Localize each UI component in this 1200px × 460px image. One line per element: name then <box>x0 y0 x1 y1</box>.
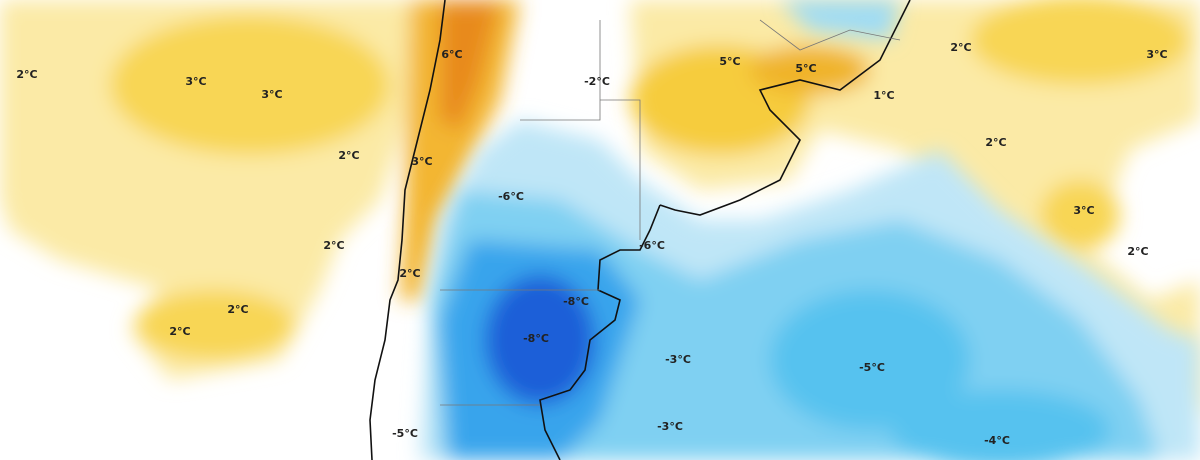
temperature-label: 2°C <box>338 149 359 162</box>
temperature-label: 2°C <box>323 239 344 252</box>
warm-anomalies <box>0 0 1200 420</box>
temperature-label: 3°C <box>1073 204 1094 217</box>
temperature-label: -6°C <box>639 239 665 252</box>
temperature-label: -5°C <box>859 361 885 374</box>
temperature-label: -8°C <box>563 295 589 308</box>
temperature-label: -5°C <box>392 427 418 440</box>
temperature-label: 2°C <box>985 136 1006 149</box>
temperature-label: -4°C <box>984 434 1010 447</box>
temperature-label: 2°C <box>1127 245 1148 258</box>
temperature-label: 1°C <box>873 89 894 102</box>
temperature-label: 3°C <box>1146 48 1167 61</box>
temperature-label: -2°C <box>584 75 610 88</box>
temperature-label: -6°C <box>498 190 524 203</box>
temperature-label: 6°C <box>441 48 462 61</box>
temperature-label: 3°C <box>261 88 282 101</box>
borders <box>440 19 901 406</box>
coastlines <box>369 0 911 460</box>
temperature-label: 2°C <box>16 68 37 81</box>
temperature-label: 3°C <box>185 75 206 88</box>
temperature-label: -3°C <box>657 420 683 433</box>
temperature-label: -3°C <box>665 353 691 366</box>
temperature-label: 2°C <box>399 267 420 280</box>
labels: 2°C 3°C 3°C 6°C -2°C 5°C 5°C 2°C 3°C 1°C 2°C 3°C 2°C… <box>16 41 1167 447</box>
temperature-label: 2°C <box>227 303 248 316</box>
temperature-label: 5°C <box>719 55 740 68</box>
temperature-label: 5°C <box>795 62 816 75</box>
temperature-label: 2°C <box>950 41 971 54</box>
temperature-label: 3°C <box>411 155 432 168</box>
temperature-label: -8°C <box>523 332 549 345</box>
temperature-label: 2°C <box>169 325 190 338</box>
